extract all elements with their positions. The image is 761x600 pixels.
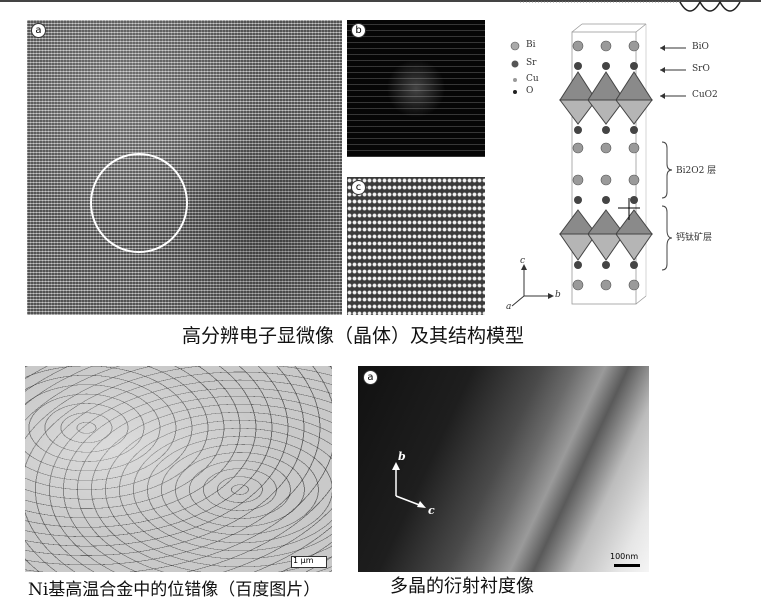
legend-sr: Sr: [526, 58, 537, 68]
layer-label-sro: SrO: [692, 64, 710, 74]
panel-label-bottom-a: a: [363, 370, 378, 385]
panel-label-a: a: [31, 23, 46, 38]
axis-label-b: b: [555, 290, 561, 300]
axis-c-label: c: [428, 504, 435, 517]
crystal-structure-model: Bi Sr Cu O BiO SrO CuO2 Bi2O2 层 钙钛矿层 c b…: [500, 20, 740, 315]
scale-label-dislocation: 1 μm: [293, 556, 314, 565]
legend-o: O: [526, 86, 534, 96]
fft-pattern-panel: b: [347, 20, 485, 157]
axis-label-c: c: [520, 256, 526, 266]
header-decoration: [520, 0, 741, 12]
panel-label-c: c: [351, 180, 366, 195]
highlight-circle: [90, 153, 188, 253]
structure-diagram: [510, 23, 686, 307]
scale-label-100nm: 100nm: [610, 552, 639, 561]
layer-label-bio: BiO: [692, 42, 709, 52]
filtered-lattice-panel: c: [347, 177, 485, 315]
top-border-line: [0, 0, 761, 2]
bracket-label-bi2o2: Bi2O2 层: [676, 166, 717, 176]
axis-label-a: a: [506, 302, 512, 312]
legend-bi: Bi: [526, 40, 536, 50]
hrtem-image-panel: a: [27, 20, 342, 315]
scale-bar-dislocation: [291, 556, 327, 568]
layer-label-cuo2: CuO2: [692, 90, 718, 100]
panel-label-b: b: [351, 23, 366, 38]
caption-bottom-left: Ni基高温合金中的位错像（百度图片）: [28, 580, 321, 600]
bracket-label-perovskite: 钙钛矿层: [676, 233, 713, 243]
legend-cu: Cu: [526, 74, 539, 84]
caption-top: 高分辨电子显微像（晶体）及其结构模型: [182, 325, 525, 347]
diffraction-contrast-panel: a b c 100nm: [358, 366, 649, 572]
caption-bottom-right: 多晶的衍射衬度像: [390, 576, 534, 597]
scale-bar-100nm: [614, 564, 640, 567]
dislocation-image-panel: 1 μm: [25, 366, 332, 572]
axis-b-label: b: [398, 450, 406, 463]
orientation-axes: [392, 462, 426, 508]
